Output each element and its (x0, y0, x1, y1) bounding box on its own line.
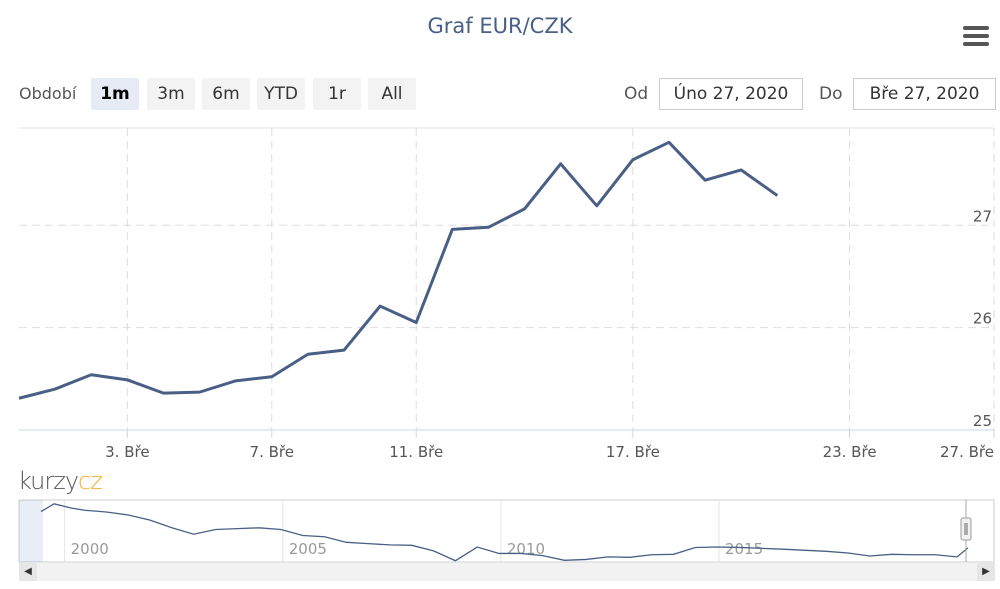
navigator-scrollbar[interactable] (19, 563, 995, 581)
y-tick-label: 26 (973, 310, 992, 328)
range-selector-label: Období (19, 84, 77, 103)
x-tick-label: 17. Bře (606, 443, 660, 461)
hamburger-menu-icon[interactable] (963, 26, 989, 46)
y-tick-label: 25 (973, 412, 992, 430)
date-from-input[interactable]: Úno 27, 2020 (659, 78, 803, 110)
scroll-left-arrow-icon[interactable]: ◀ (19, 563, 37, 581)
x-tick-label: 7. Bře (250, 443, 294, 461)
range-button-ytd[interactable]: YTD (257, 78, 305, 110)
scroll-right-arrow-icon[interactable]: ▶ (977, 563, 995, 581)
range-button-1r[interactable]: 1r (313, 78, 361, 110)
logo-part-1: kurzy (18, 467, 79, 495)
logo-part-2: cz (78, 467, 103, 495)
range-button-all[interactable]: All (368, 78, 416, 110)
range-button-1m[interactable]: 1m (91, 78, 139, 110)
date-to-label: Do (819, 84, 843, 104)
navigator-series-line (40, 503, 969, 562)
x-tick-label: 3. Bře (105, 443, 149, 461)
x-tick-label: 27. Bře (940, 443, 994, 461)
navigator-year-label: 2015 (725, 540, 763, 558)
x-tick-label: 11. Bře (389, 443, 443, 461)
date-to-input[interactable]: Bře 27, 2020 (853, 78, 996, 110)
navigator-year-label: 2000 (71, 540, 109, 558)
navigator-handle-icon (960, 517, 972, 541)
date-from-label: Od (624, 84, 649, 104)
navigator-year-label: 2005 (289, 540, 327, 558)
navigator-mask-left (19, 500, 43, 562)
kurzy-cz-logo: kurzycz (18, 467, 103, 495)
chart-title: Graf EUR/CZK (427, 14, 573, 38)
x-tick-label: 23. Bře (823, 443, 877, 461)
y-tick-label: 27 (973, 207, 992, 225)
range-button-6m[interactable]: 6m (202, 78, 250, 110)
series-line (18, 140, 779, 400)
range-button-3m[interactable]: 3m (147, 78, 195, 110)
